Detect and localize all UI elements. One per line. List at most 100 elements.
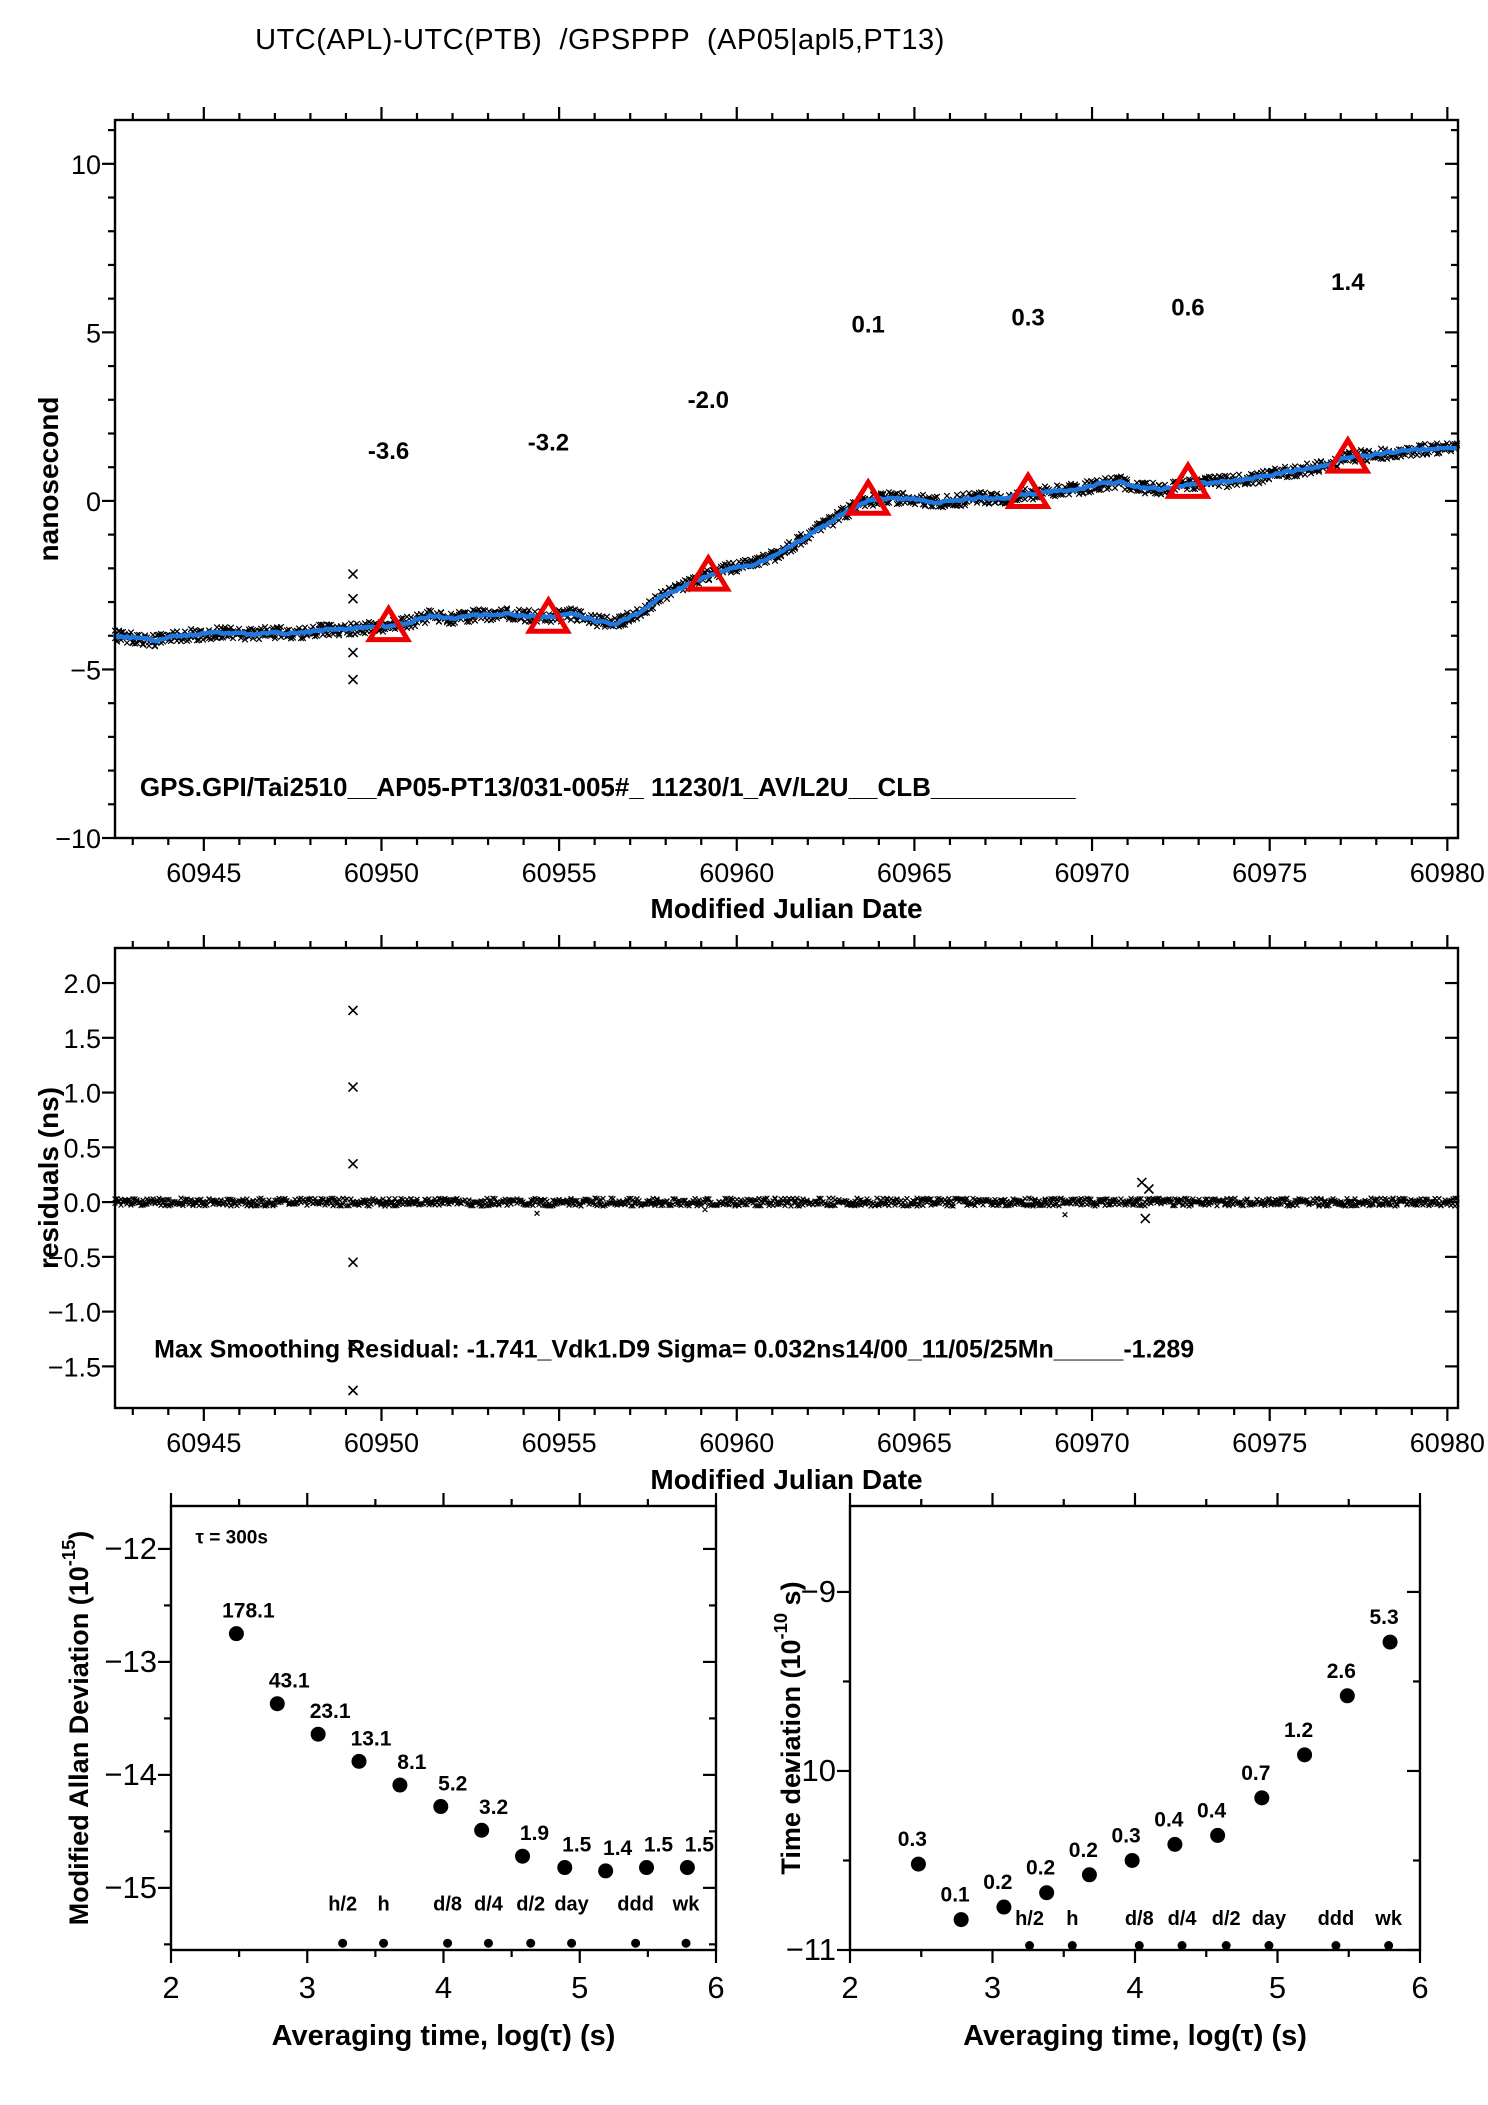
svg-text:13.1: 13.1 [351,1727,392,1750]
svg-text:5: 5 [86,318,101,348]
svg-text:60975: 60975 [1232,1428,1307,1458]
residuals-panel: Max Smoothing Residual: -1.741_Vdk1.D9 S… [33,935,1485,1495]
svg-text:1.9: 1.9 [520,1822,549,1845]
x-axis-label: Averaging time, log(τ) (s) [963,2020,1307,2052]
svg-text:1.5: 1.5 [644,1834,674,1857]
svg-text:0.4: 0.4 [1197,1799,1227,1822]
timescale-markers: h/2 h d/8 d/4 d/2 day ddd wk [328,1893,700,1948]
svg-text:0.2: 0.2 [983,1871,1012,1894]
annotation-text: Max Smoothing Residual: -1.741_Vdk1.D9 S… [154,1336,1194,1364]
y-axis-label: nanosecond [33,397,64,562]
svg-text:5: 5 [571,1970,588,2005]
svg-text:60970: 60970 [1055,1428,1130,1458]
axis-frame [169,1504,718,1952]
svg-text:3: 3 [984,1970,1001,2005]
svg-text:wk: wk [1374,1908,1403,1930]
x-axis-label: Averaging time, log(τ) (s) [272,2020,616,2052]
svg-text:day: day [1252,1908,1287,1930]
svg-text:5: 5 [1269,1970,1286,2005]
svg-text:d/4: d/4 [474,1893,504,1915]
svg-text:1.0: 1.0 [63,1079,101,1109]
svg-text:2.6: 2.6 [1327,1660,1356,1683]
y-axis-label: Modified Allan Deviation (10-15) [58,1531,94,1926]
svg-text:1.5: 1.5 [685,1834,715,1857]
svg-text:d/2: d/2 [516,1893,545,1915]
svg-text:60945: 60945 [166,1428,241,1458]
svg-text:3: 3 [299,1970,316,2005]
svg-text:60980: 60980 [1410,1428,1485,1458]
svg-text:h/2: h/2 [1015,1908,1044,1930]
svg-text:5.2: 5.2 [438,1773,467,1796]
svg-text:−13: −13 [104,1644,157,1679]
svg-text:ddd: ddd [617,1893,654,1915]
svg-text:0.2: 0.2 [1069,1839,1098,1862]
outlier-markers [347,1005,1154,1396]
phase-offset-panel: -3.6 -3.2 -2.0 0.1 0.3 0.6 1.4 GPS.GPI/Tai2510_… [33,107,1485,924]
x-tick-labels: 60945 60950 60955 60960 60965 60970 60975 60980 [166,1428,1485,1458]
svg-text:43.1: 43.1 [269,1670,310,1693]
svg-text:d/2: d/2 [1212,1908,1241,1930]
y-tick-labels: 10 5 0 −5 −10 [55,150,101,854]
x-axis-label: Modified Julian Date [650,893,922,924]
data-points [910,1634,1398,1928]
svg-text:1.5: 1.5 [562,1834,592,1857]
x-tick-labels: 2 3 4 5 6 [162,1970,724,2005]
svg-text:0.3: 0.3 [1011,305,1044,332]
svg-text:ddd: ddd [1318,1908,1355,1930]
svg-text:−14: −14 [104,1757,157,1792]
svg-text:0.0: 0.0 [63,1188,101,1218]
svg-text:0.4: 0.4 [1154,1808,1184,1831]
y-tick-labels: −12 −13 −14 −15 [104,1531,157,1905]
y-axis-label: residuals (ns) [33,1087,64,1269]
svg-text:2: 2 [162,1970,179,2005]
svg-text:−11: −11 [786,1932,836,1967]
svg-text:h: h [1066,1908,1078,1930]
y-axis-label: Time deviation (10-10 s) [770,1581,806,1874]
svg-text:60955: 60955 [522,1428,597,1458]
axis-ticks [837,1493,1422,1963]
svg-text:−12: −12 [104,1531,157,1566]
timescale-markers: h/2 h d/8 d/4 d/2 day ddd wk [1015,1908,1403,1951]
svg-text:60970: 60970 [1055,858,1130,888]
svg-text:0.6: 0.6 [1171,295,1204,322]
point-value-labels: 178.1 43.123.113.18.1 5.2 3.2 1.9 1.5 1.4 1.5 1.… [222,1600,714,1860]
svg-text:−10: −10 [55,824,101,854]
svg-text:60965: 60965 [877,858,952,888]
svg-text:h/2: h/2 [328,1893,357,1915]
svg-text:0.1: 0.1 [941,1884,971,1907]
svg-text:0.2: 0.2 [1026,1857,1055,1880]
svg-text:2: 2 [841,1970,858,2005]
svg-text:−0.5: −0.5 [48,1243,101,1273]
svg-text:d/4: d/4 [1168,1908,1198,1930]
svg-text:-3.6: -3.6 [368,438,409,465]
svg-text:3.2: 3.2 [479,1796,508,1819]
curve-band [112,1195,1460,1218]
svg-text:d/8: d/8 [1125,1908,1154,1930]
point-value-labels: 0.3 0.1 0.2 0.2 0.2 0.3 0.4 0.4 0.7 1.2 2.6 5.3 [898,1606,1399,1907]
svg-text:0.3: 0.3 [1112,1824,1141,1847]
svg-text:0.1: 0.1 [852,311,885,338]
svg-text:−1.5: −1.5 [48,1352,101,1382]
svg-text:1.5: 1.5 [63,1024,101,1054]
svg-text:0.5: 0.5 [63,1133,101,1163]
svg-text:d/8: d/8 [433,1893,462,1915]
svg-text:60950: 60950 [344,1428,419,1458]
svg-text:5.3: 5.3 [1369,1606,1398,1629]
svg-text:60965: 60965 [877,1428,952,1458]
svg-text:60945: 60945 [166,858,241,888]
svg-text:0.3: 0.3 [898,1828,927,1851]
calibration-triangles [365,435,1372,643]
svg-text:10: 10 [71,150,101,180]
y-tick-labels: 2.0 1.5 1.0 0.5 0.0 −0.5 −1.0 −1.5 [48,969,101,1382]
svg-text:h: h [377,1893,389,1915]
svg-text:-3.2: -3.2 [528,429,569,456]
svg-text:1.4: 1.4 [1331,269,1365,296]
svg-text:60980: 60980 [1410,858,1485,888]
curve-band [111,440,1461,650]
svg-text:6: 6 [1411,1970,1428,2005]
annotation-text: τ = 300s [196,1527,268,1548]
axis-frame [848,1504,1422,1952]
svg-text:0.7: 0.7 [1241,1762,1270,1785]
svg-text:−10: −10 [783,1753,836,1788]
